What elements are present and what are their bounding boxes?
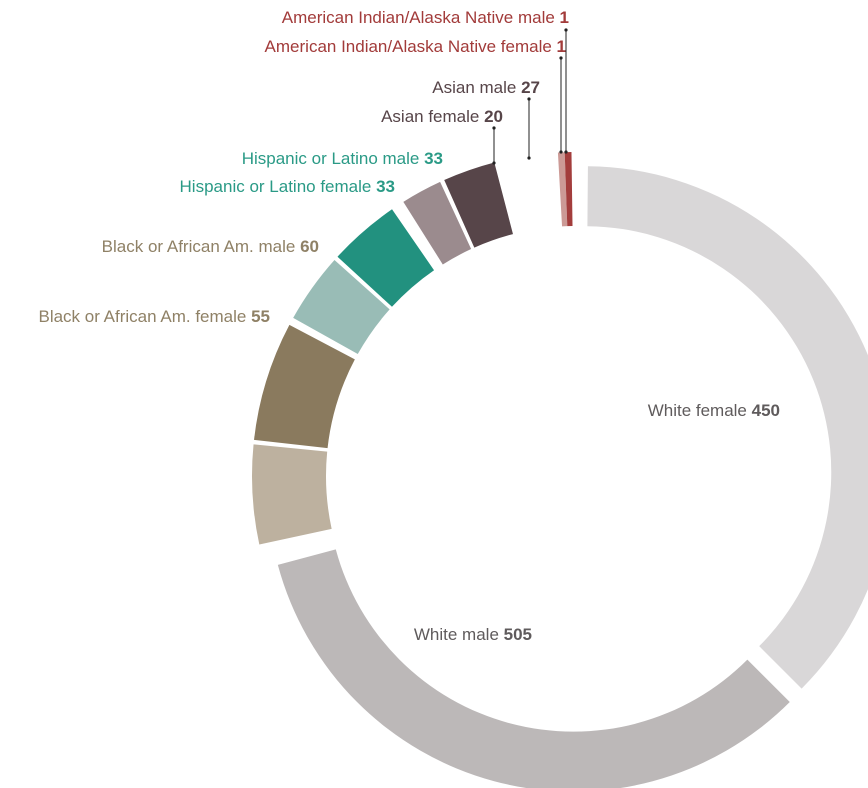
leader-dot (492, 126, 496, 130)
slice-asian-female (403, 181, 472, 265)
leader-lines-group (492, 28, 568, 165)
data-label: Hispanic or Latino male 33 (242, 149, 443, 168)
leader-dot (559, 150, 563, 154)
data-label: Asian female 20 (381, 107, 503, 126)
data-label: White male 505 (414, 625, 532, 644)
data-label-value: 33 (376, 177, 395, 196)
leader-dot (559, 56, 563, 60)
data-label: Hispanic or Latino female 33 (180, 177, 395, 196)
slices-group (252, 152, 868, 788)
data-label-name: Black or African Am. male (102, 237, 300, 256)
slice-hispanic-or-latino-female (293, 260, 390, 355)
slice-asian-male (444, 162, 513, 248)
data-label: White female 450 (648, 401, 780, 420)
data-label-name: Hispanic or Latino female (180, 177, 377, 196)
data-label-value: 1 (557, 37, 566, 56)
data-label-value: 20 (484, 107, 503, 126)
data-label-name: Hispanic or Latino male (242, 149, 424, 168)
slice-american-indian-alaska-native-female (557, 152, 568, 227)
data-label-name: American Indian/Alaska Native male (282, 8, 560, 27)
data-label-name: American Indian/Alaska Native female (265, 37, 557, 56)
slice-white-male (277, 549, 790, 788)
data-label-name: White female (648, 401, 752, 420)
leader-dot (527, 156, 531, 160)
data-label: Black or African Am. female 55 (38, 307, 270, 326)
data-label-value: 505 (504, 625, 532, 644)
data-label: Black or African Am. male 60 (102, 237, 319, 256)
leader-dot (492, 161, 496, 165)
data-label-name: White male (414, 625, 504, 644)
data-label-name: Asian female (381, 107, 484, 126)
slice-black-or-african-am-female (252, 444, 332, 545)
data-label-name: Black or African Am. female (38, 307, 251, 326)
leader-dot (564, 28, 568, 32)
data-label-value: 1 (560, 8, 569, 27)
leader-dot (527, 97, 531, 101)
data-label-name: Asian male (432, 78, 521, 97)
slice-black-or-african-am-male (254, 324, 355, 449)
slice-hispanic-or-latino-male (337, 209, 435, 307)
data-label: American Indian/Alaska Native male 1 (282, 8, 569, 27)
data-label-value: 60 (300, 237, 319, 256)
data-label-value: 33 (424, 149, 443, 168)
data-label: Asian male 27 (432, 78, 540, 97)
slice-white-female (587, 166, 868, 689)
labels-group: White female 450 White male 505 Black or A… (38, 8, 780, 644)
data-label-value: 450 (752, 401, 780, 420)
data-label-value: 27 (521, 78, 540, 97)
data-label-value: 55 (251, 307, 270, 326)
leader-dot (564, 150, 568, 154)
slice-american-indian-alaska-native-male (564, 152, 573, 227)
data-label: American Indian/Alaska Native female 1 (265, 37, 566, 56)
